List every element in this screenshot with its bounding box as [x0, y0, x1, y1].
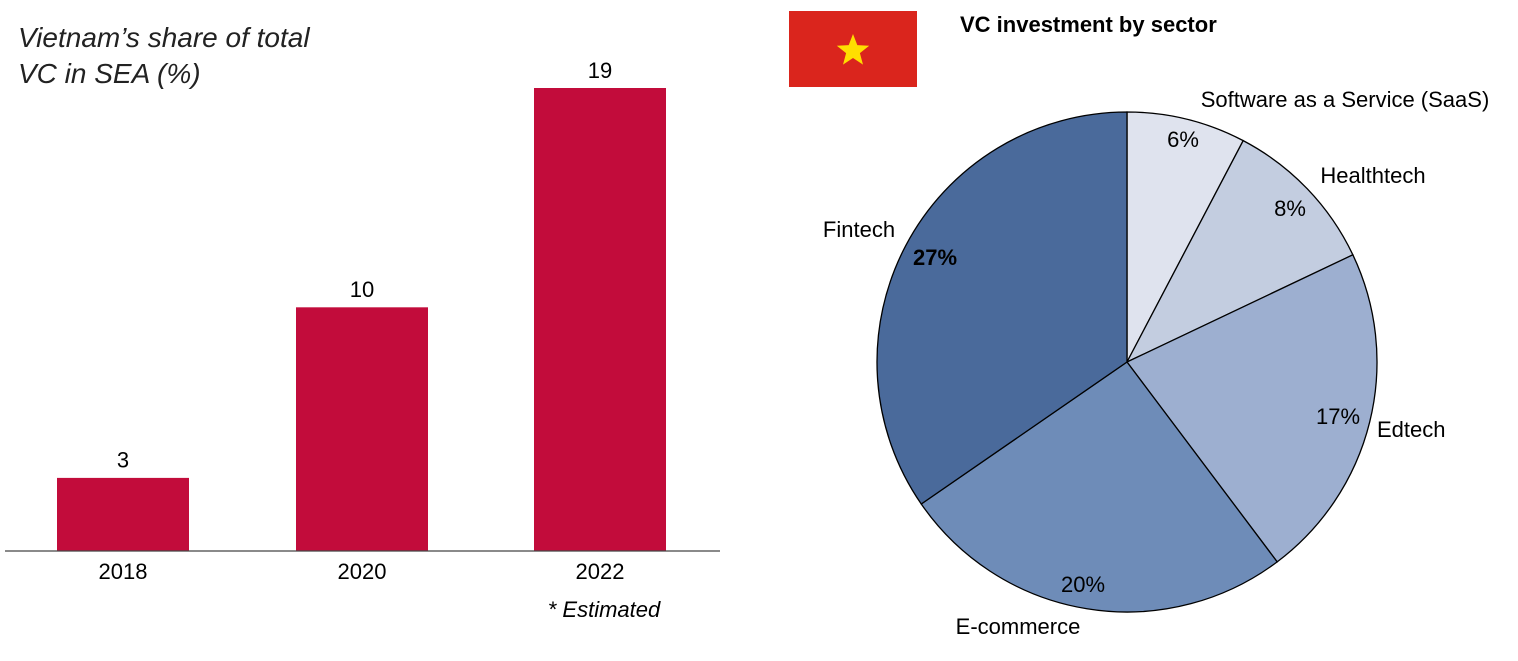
pie-title: VC investment by sector: [960, 12, 1217, 37]
bar: [296, 307, 428, 551]
x-tick-label: 2020: [338, 559, 387, 584]
bar: [57, 477, 189, 551]
value-label: 20%: [1061, 572, 1105, 597]
x-tick-label: 2022: [576, 559, 625, 584]
x-tick-label: 2018: [99, 559, 148, 584]
footnote: * Estimated: [548, 597, 661, 622]
flag: [789, 11, 917, 87]
value-label: 27%: [913, 245, 957, 270]
bar-title: Vietnam’s share of total VC in SEA (%): [18, 22, 310, 89]
slice-label: E-commerce: [956, 614, 1081, 639]
pie-slice: [920, 361, 1279, 613]
pie-slice: [1126, 111, 1245, 363]
value-label: 6%: [1167, 127, 1199, 152]
slice-label: Software as a Service (SaaS): [1201, 87, 1490, 112]
slice-label: Healthtech: [1320, 163, 1425, 188]
pie-slice: [1126, 253, 1378, 563]
value-label: 19: [588, 58, 612, 83]
pie-slice: [876, 111, 1128, 505]
slice-label: Edtech: [1377, 417, 1446, 442]
value-label: 3: [117, 448, 129, 473]
pie-slice: [1125, 139, 1354, 364]
slice-label: Fintech: [823, 217, 895, 242]
value-label: 10: [350, 277, 374, 302]
flag-star: [836, 34, 870, 65]
value-label: 8%: [1274, 196, 1306, 221]
bar: [534, 88, 666, 551]
value-label: 17%: [1316, 404, 1360, 429]
